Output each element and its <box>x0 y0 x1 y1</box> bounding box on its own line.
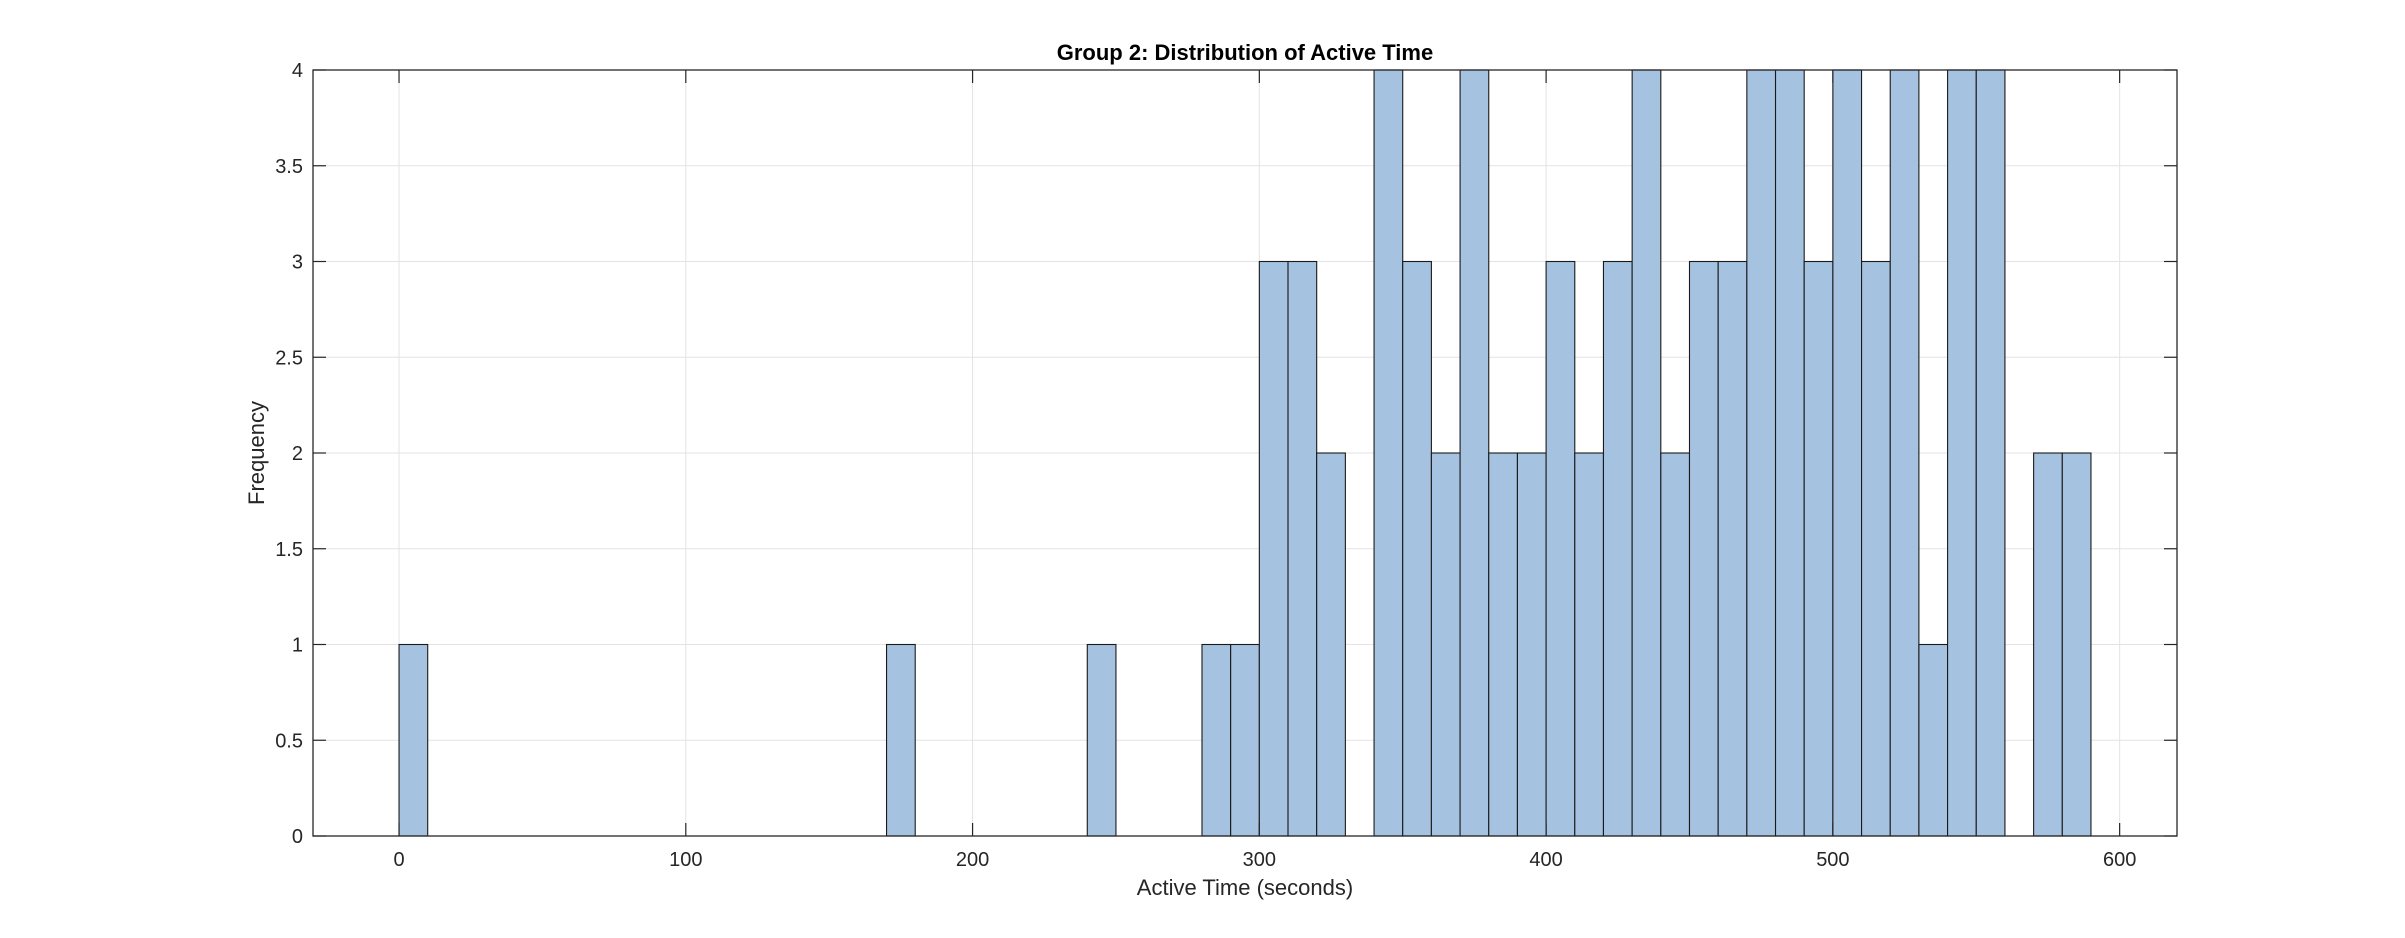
histogram-bar <box>1975 69 2006 837</box>
histogram-bar <box>1545 260 1576 837</box>
x-tick-label: 200 <box>956 849 989 871</box>
histogram-bar <box>1918 643 1949 837</box>
histogram-bar <box>1201 643 1232 837</box>
histogram-bar <box>1602 260 1633 837</box>
x-tick-label: 400 <box>1529 849 1562 871</box>
y-tick-label: 2 <box>292 443 303 465</box>
histogram-bar <box>1459 69 1490 837</box>
x-tick-label: 100 <box>669 849 702 871</box>
histogram-bar <box>885 643 916 837</box>
histogram-bar <box>1717 260 1748 837</box>
histogram-bar <box>1889 69 1920 837</box>
histogram-bar <box>1774 69 1805 837</box>
histogram-bars <box>398 69 2092 837</box>
y-tick-label: 0.5 <box>275 730 303 752</box>
histogram-bar <box>1631 69 1662 837</box>
histogram-bar <box>1258 260 1289 837</box>
histogram-bar <box>1316 452 1346 837</box>
y-tick-labels: 0 0.5 1 1.5 2 2.5 3 3.5 4 <box>275 60 303 848</box>
histogram-bar <box>1803 260 1834 837</box>
histogram-bar <box>398 643 429 837</box>
histogram-bar <box>1230 643 1260 837</box>
x-tick-label: 0 <box>393 849 404 871</box>
y-tick-label: 1 <box>292 635 303 657</box>
y-axis-label: Frequency <box>244 401 269 505</box>
histogram-bar <box>1746 69 1777 837</box>
x-tick-label: 300 <box>1243 849 1276 871</box>
y-tick-label: 3 <box>292 252 303 274</box>
histogram-bar <box>1832 69 1863 837</box>
chart-title: Group 2: Distribution of Active Time <box>1057 40 1433 65</box>
y-tick-label: 0 <box>292 826 303 848</box>
histogram-bar <box>1402 260 1432 837</box>
histogram-bar <box>1373 69 1404 837</box>
histogram-bar <box>1688 260 1719 837</box>
y-tick-label: 2.5 <box>275 347 303 369</box>
histogram-bar <box>2033 452 2063 837</box>
histogram-bar <box>1430 452 1461 837</box>
histogram-bar <box>1660 452 1691 837</box>
histogram-bar <box>1516 452 1547 837</box>
y-tick-label: 4 <box>292 60 303 82</box>
histogram-bar <box>1287 260 1318 837</box>
x-axis-label: Active Time (seconds) <box>1137 875 1353 900</box>
x-tick-label: 600 <box>2103 849 2136 871</box>
histogram-bar <box>2061 452 2092 837</box>
y-tick-label: 1.5 <box>275 539 303 561</box>
y-tick-label: 3.5 <box>275 156 303 178</box>
histogram-bar <box>1488 452 1518 837</box>
histogram-bar <box>1574 452 1605 837</box>
histogram-bar <box>1947 69 1977 837</box>
histogram-bar <box>1861 260 1891 837</box>
x-tick-labels: 0 100 200 300 400 500 600 <box>393 849 2136 871</box>
tick-marks <box>313 69 2177 837</box>
x-tick-label: 500 <box>1816 849 1849 871</box>
histogram-bar <box>1086 643 1117 837</box>
